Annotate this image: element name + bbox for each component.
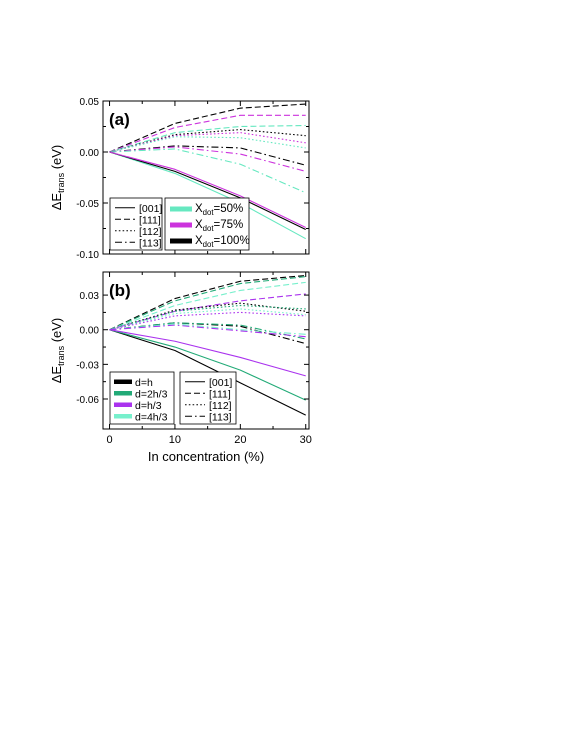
legend-entry-label: d=h [135, 377, 153, 389]
legend-entry-label: [111] [209, 388, 231, 400]
legend-entry-label-sub: dot [203, 240, 215, 249]
x-tick-label: 30 [300, 434, 312, 446]
x-tick-label: 0 [106, 434, 112, 446]
legend-entry-label: [113] [209, 411, 232, 423]
legend-entry-label: Xdot=100% [195, 235, 250, 249]
series-line-113-11 [109, 324, 306, 338]
y-tick-label: 0.05 [80, 97, 100, 108]
y-axis-label: ΔEtrans (eV) [49, 145, 66, 211]
legend-entry-label: [113] [139, 237, 162, 249]
series-line-111-2 [109, 124, 306, 153]
legend-entry-label-suffix: =50% [214, 203, 244, 215]
legend-entry-label: d=h/3 [135, 400, 162, 412]
y-axis-label-unit: (eV) [49, 145, 64, 173]
y-axis-label-main: ΔE [49, 366, 64, 384]
legend-entry-label: [112] [209, 400, 232, 412]
y-tick-label: -0.06 [76, 395, 99, 406]
x-tick-label: 20 [234, 434, 246, 446]
panel-a: -0.10-0.050.000.05(a)ΔEtrans (eV)[001][1… [49, 97, 310, 261]
y-tick-label: -0.05 [76, 199, 99, 210]
y-tick-label: 0.00 [80, 148, 100, 159]
series-line-001-12 [109, 329, 306, 416]
panel-label: (b) [109, 281, 131, 300]
y-axis-label-sub: trans [56, 345, 66, 366]
series-line-113-9 [109, 322, 306, 340]
legend-entry-label-main: X [195, 219, 203, 231]
legend-box [109, 197, 163, 251]
x-tick-label: 10 [169, 434, 181, 446]
legend-entry-label-main: X [195, 235, 203, 247]
legend-box [179, 371, 237, 425]
series-line-111-2 [109, 281, 306, 331]
y-axis-label-unit: (eV) [49, 318, 64, 346]
y-tick-label: 0.03 [80, 291, 100, 302]
series-line-112-6 [109, 308, 306, 331]
series-line-113-7 [109, 146, 306, 172]
y-axis-label-sub: trans [56, 172, 66, 193]
legend-entry-label-suffix: =100% [214, 235, 250, 247]
series-line-113-8 [109, 322, 306, 345]
series-line-111-0 [109, 274, 306, 331]
series-line-111-1 [109, 276, 306, 331]
x-axis-label: In concentration (%) [148, 449, 264, 464]
y-tick-label: -0.03 [76, 360, 99, 371]
y-axis-label: ΔEtrans (eV) [49, 318, 66, 384]
series-line-113-8 [109, 148, 306, 194]
series-line-001-11 [109, 151, 306, 228]
legend-entry-label: [111] [139, 214, 161, 226]
y-tick-label: -0.10 [76, 250, 99, 261]
panel-label: (a) [109, 110, 130, 129]
legend-entry-label: [112] [139, 226, 162, 238]
legend-entry-label-sub: dot [203, 208, 215, 217]
series-line-111-0 [109, 103, 306, 153]
legend-entry-label: d=4h/3 [135, 411, 168, 423]
series-line-112-5 [109, 136, 306, 153]
legend-entry-label: d=2h/3 [135, 388, 168, 400]
y-tick-label: 0.00 [80, 326, 100, 337]
series-line-112-4 [109, 132, 306, 153]
plot-frame [102, 271, 310, 430]
series-line-113-6 [109, 145, 306, 166]
series-line-001-9 [109, 151, 306, 240]
y-axis-label-main: ΔE [49, 193, 64, 211]
legend-entry-label: Xdot=75% [195, 219, 243, 233]
series-line-113-10 [109, 323, 306, 335]
series-line-111-1 [109, 114, 306, 153]
panel-b: 0 10 20 30 -0.06 -0.03 0.00 0.03 (b) ΔEtrans (eV)… [49, 271, 312, 464]
legend-entry-label: Xdot=50% [195, 203, 243, 217]
legend-entry-label-sub: dot [203, 224, 215, 233]
legend-entry-label: [001] [209, 377, 232, 389]
series-line-001-10 [109, 151, 306, 231]
series-line-112-7 [109, 311, 306, 331]
series-line-001-13 [109, 329, 306, 401]
series-line-111-3 [109, 293, 306, 331]
legend-entry-label-main: X [195, 203, 203, 215]
legend-entry-label: [001] [139, 203, 162, 215]
legend-entry-label-suffix: =75% [214, 219, 244, 231]
series-line-001-14 [109, 329, 306, 377]
